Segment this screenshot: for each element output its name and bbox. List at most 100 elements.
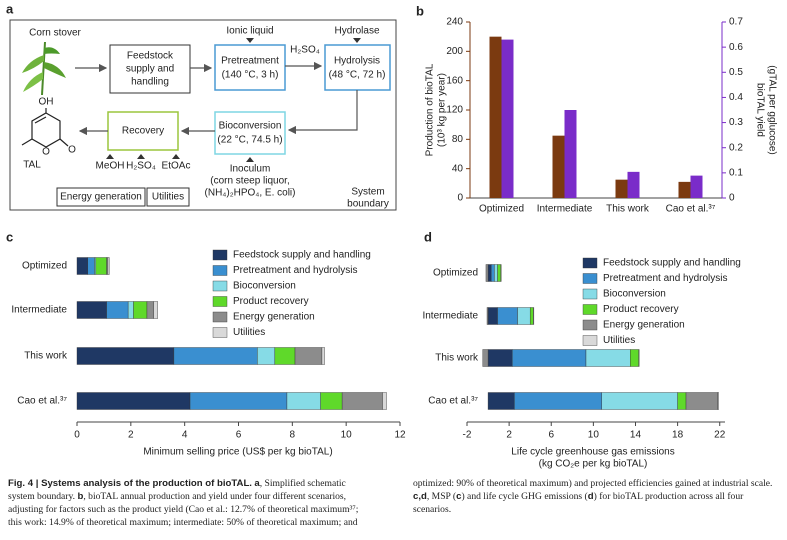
legend-label: Product recovery xyxy=(603,304,679,315)
panel-label: c xyxy=(6,229,13,244)
x-tick-label: 12 xyxy=(394,430,406,441)
label: Recovery xyxy=(122,126,164,137)
bar-segment xyxy=(133,301,148,319)
bar-segment xyxy=(382,392,387,410)
y2-tick-label: 0.1 xyxy=(729,167,743,178)
bar-segment xyxy=(638,349,640,367)
bar-segment xyxy=(286,392,321,410)
caption: Fig. 4 | Systems analysis of the product… xyxy=(8,478,778,530)
y-axis-label: (10³ kg per year) xyxy=(437,73,448,147)
bar-segment xyxy=(487,349,513,367)
x-tick-label: Cao et al.³⁷ xyxy=(666,204,716,215)
y-tick-label: Cao et al.³⁷ xyxy=(17,396,67,407)
bar-segment xyxy=(486,307,489,325)
x-tick-label: 4 xyxy=(182,430,188,441)
x-tick-label: 6 xyxy=(236,430,242,441)
bar xyxy=(501,39,514,198)
legend-swatch xyxy=(212,327,228,338)
label: System xyxy=(351,187,384,198)
caption-text: , MSP ( xyxy=(426,490,457,502)
label: (22 °C, 74.5 h) xyxy=(217,135,282,146)
label: (48 °C, 72 h) xyxy=(329,70,386,81)
legend-label: Pretreatment and hydrolysis xyxy=(603,273,728,284)
label: (corn steep liquor, xyxy=(210,176,290,187)
x-tick-label: 8 xyxy=(290,430,296,441)
label: handling xyxy=(131,77,169,88)
label: H₂SO₄ xyxy=(290,45,320,56)
x-tick-label: 10 xyxy=(588,430,600,441)
label: Feedstock xyxy=(127,51,174,62)
bar-segment xyxy=(106,257,109,275)
legend-swatch xyxy=(582,335,598,346)
y-tick-label: Optimized xyxy=(433,268,478,279)
label: Pretreatment xyxy=(221,56,279,67)
legend-label: Bioconversion xyxy=(233,281,296,292)
legend-label: Utilities xyxy=(233,327,265,338)
y-tick-label: This work xyxy=(435,353,479,364)
label: MeOH xyxy=(96,161,125,172)
legend-box xyxy=(146,187,190,207)
x-tick-label: 14 xyxy=(630,430,642,441)
caption-text: , bioTAL annual production and yield und… xyxy=(8,478,773,528)
y-tick-label: 80 xyxy=(452,134,464,145)
label: Utilities xyxy=(152,192,184,203)
bar-segment xyxy=(173,347,258,365)
molecule xyxy=(21,108,69,148)
label: Hydrolysis xyxy=(334,56,380,67)
legend-swatch xyxy=(212,311,228,323)
diagram: Corn stover Feedstock supply and handlin… xyxy=(9,19,397,211)
label: Corn stover xyxy=(29,28,81,39)
x-axis-label: Minimum selling price (US$ per kg bioTAL… xyxy=(143,447,332,458)
label: H₂SO₄ xyxy=(126,161,156,172)
legend-swatch xyxy=(212,265,228,276)
x-tick-label: Intermediate xyxy=(537,204,593,215)
bar-segment xyxy=(517,307,531,325)
caption-title: Fig. 4 | Systems analysis of the product… xyxy=(8,478,252,489)
panel-label: a xyxy=(6,1,14,16)
y2-axis-label: (gTAL per gglucose) xyxy=(766,65,777,155)
bar-segment xyxy=(529,307,534,325)
bar-segment xyxy=(321,347,325,365)
system-frame xyxy=(9,19,397,211)
input-marker xyxy=(246,157,254,162)
y-axis-label: Production of bioTAL xyxy=(425,63,436,156)
y-tick-label: 240 xyxy=(446,17,463,28)
legend-label: Energy generation xyxy=(603,320,685,331)
bar-segment xyxy=(533,307,535,325)
legend-swatch xyxy=(212,280,228,292)
label: EtOAc xyxy=(162,161,191,172)
y-tick-label: 120 xyxy=(446,105,463,116)
bar-segment xyxy=(677,392,687,410)
bar xyxy=(564,110,577,198)
panel-label: d xyxy=(424,229,432,244)
arrow xyxy=(287,90,358,135)
bar-segment xyxy=(107,257,110,275)
x-tick-label: 10 xyxy=(341,430,353,441)
legend-swatch xyxy=(582,319,598,331)
legend-label: Feedstock supply and handling xyxy=(603,258,741,269)
x-axis-label: Life cycle greenhouse gas emissions xyxy=(511,447,674,458)
y2-tick-label: 0.7 xyxy=(729,17,743,28)
bar-segment xyxy=(106,301,129,319)
x-tick-label: This work xyxy=(606,204,650,215)
y2-tick-label: 0.6 xyxy=(729,42,743,53)
legend-swatch xyxy=(212,249,228,261)
y2-tick-label: 0.2 xyxy=(729,142,743,153)
x-tick-label: 2 xyxy=(506,430,512,441)
bar-segment xyxy=(76,392,191,410)
bar-segment xyxy=(320,392,343,410)
label: TAL xyxy=(23,160,41,171)
x-tick-label: 18 xyxy=(672,430,684,441)
bar-segment xyxy=(717,392,719,410)
caption-text: , Simplified schematic system boundary. xyxy=(8,478,346,502)
y-tick-label: This work xyxy=(24,351,68,362)
bar-segment xyxy=(274,347,296,365)
bar-segment xyxy=(257,347,276,365)
legend-label: Product recovery xyxy=(233,296,309,307)
input-marker xyxy=(353,38,361,43)
y-tick-label: Intermediate xyxy=(422,311,478,322)
input-marker xyxy=(246,38,254,43)
bar-segment xyxy=(497,264,501,282)
caption-text: a xyxy=(254,478,260,489)
